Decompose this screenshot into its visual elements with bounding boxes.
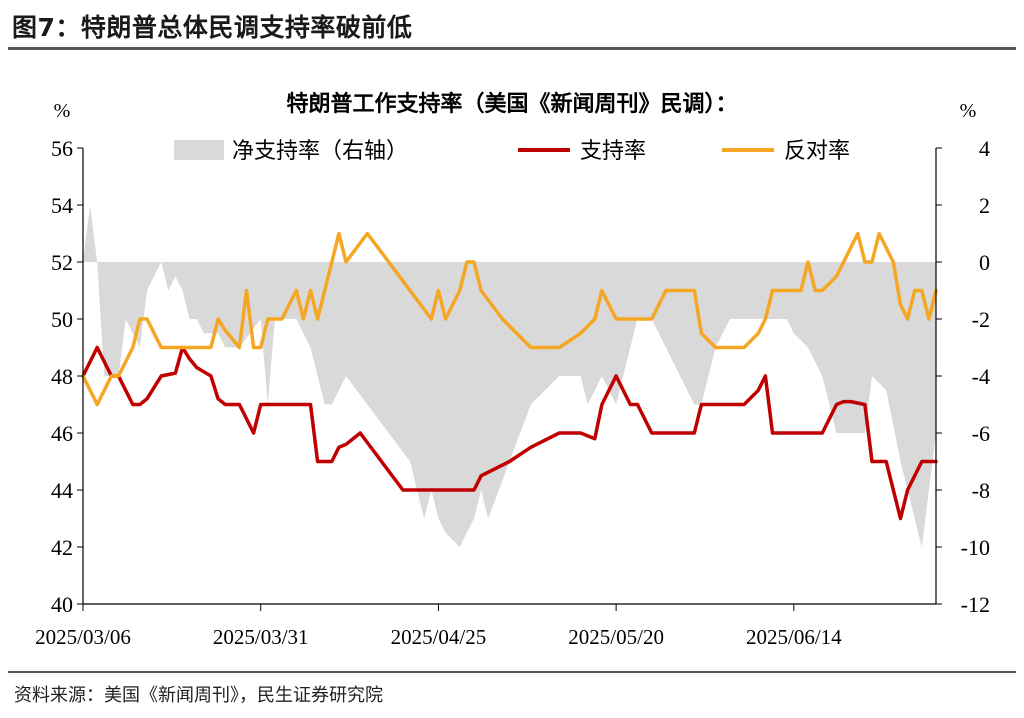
x-tick-label: 2025/06/14 xyxy=(746,625,842,649)
left-axis-unit: % xyxy=(54,100,71,122)
right-tick-label: -10 xyxy=(961,535,990,560)
left-tick-label: 42 xyxy=(51,535,73,560)
disapproval-line xyxy=(81,231,938,407)
right-tick-label: -8 xyxy=(972,478,990,503)
legend-label-approval: 支持率 xyxy=(580,139,646,164)
right-axis-unit: % xyxy=(960,100,977,122)
right-tick-label: -2 xyxy=(972,307,990,332)
line-layer xyxy=(81,231,938,521)
approval-line xyxy=(81,345,938,521)
legend-swatch-net-approval xyxy=(174,140,224,160)
left-tick-label: 56 xyxy=(51,136,73,161)
figure-title: 图7：特朗普总体民调支持率破前低 xyxy=(12,13,413,42)
right-tick-label: 4 xyxy=(979,136,990,161)
legend-label-net-approval: 净支持率（右轴） xyxy=(232,139,408,164)
tick-label-layer: 565452504846444240420-2-4-6-8-10-122025/… xyxy=(35,136,990,649)
left-tick-label: 52 xyxy=(51,250,73,275)
right-tick-label: -4 xyxy=(972,364,990,389)
legend: 净支持率（右轴） 支持率 反对率 xyxy=(174,139,850,164)
top-rule xyxy=(8,47,1016,50)
chart-title: 特朗普工作支持率（美国《新闻周刊》民调）： xyxy=(286,91,737,117)
x-tick-label: 2025/03/06 xyxy=(35,625,131,649)
legend-label-disapproval: 反对率 xyxy=(784,139,850,164)
right-tick-label: 2 xyxy=(979,193,990,218)
left-tick-label: 54 xyxy=(51,193,73,218)
axis-layer xyxy=(77,147,942,611)
source-note: 资料来源：美国《新闻周刊》，民生证券研究院 xyxy=(14,685,383,706)
x-tick-label: 2025/04/25 xyxy=(391,625,487,649)
left-tick-label: 44 xyxy=(51,478,73,503)
x-tick-label: 2025/05/20 xyxy=(568,625,664,649)
right-tick-label: -6 xyxy=(972,421,990,446)
left-tick-label: 40 xyxy=(51,592,73,617)
right-tick-label: -12 xyxy=(961,592,990,617)
left-tick-label: 48 xyxy=(51,364,73,389)
left-tick-label: 46 xyxy=(51,421,73,446)
right-tick-label: 0 xyxy=(979,250,990,275)
left-tick-label: 50 xyxy=(51,307,73,332)
x-tick-label: 2025/03/31 xyxy=(213,625,309,649)
bottom-rule xyxy=(8,671,1016,673)
